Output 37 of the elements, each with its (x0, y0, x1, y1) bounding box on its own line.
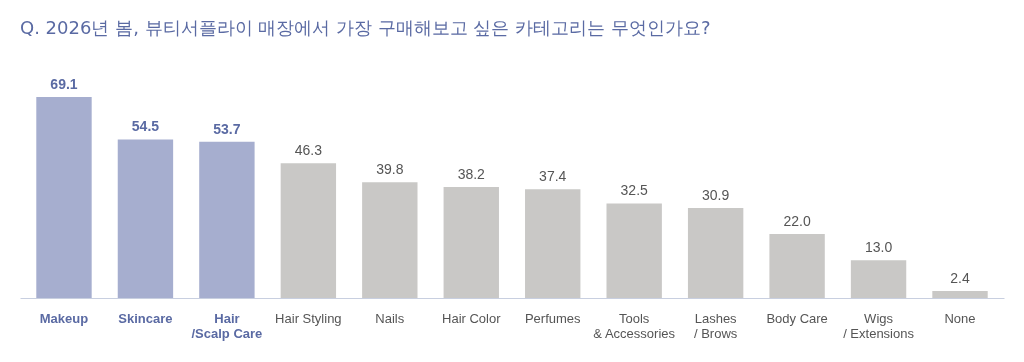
data-label: 38.2 (457, 165, 486, 182)
data-label: 69.1 (50, 76, 78, 92)
data-label: 2.4 (950, 270, 970, 287)
bar (606, 203, 662, 298)
x-tick-label: Hair Styling (275, 310, 342, 326)
bar (117, 139, 174, 298)
data-label: 54.5 (131, 118, 160, 135)
data-label: 53.7 (213, 120, 241, 137)
bar (362, 182, 418, 298)
x-tick-label: Lashes / Brows (693, 310, 738, 341)
x-tick-label: Hair /Scalp Care (191, 310, 263, 341)
x-tick-label: Makeup (39, 310, 89, 326)
bar (932, 291, 988, 298)
x-tick-label: Hair Color (442, 310, 502, 326)
x-tick-label: Nails (375, 310, 405, 326)
x-tick-label: None (944, 310, 976, 326)
bar (850, 260, 907, 298)
x-tick-label: Perfumes (524, 310, 582, 326)
bar (443, 186, 499, 298)
x-tick-label: Wigs / Extensions (843, 310, 915, 341)
bar (687, 208, 744, 298)
bar (769, 234, 825, 298)
data-label: 22.0 (783, 213, 811, 230)
bar (199, 141, 255, 298)
x-tick-label: Skincare (118, 310, 173, 326)
data-label: 30.9 (702, 187, 730, 204)
bar (36, 97, 92, 298)
data-label: 32.5 (620, 182, 649, 199)
data-label: 13.0 (864, 239, 893, 256)
bar (525, 189, 581, 298)
data-label: 39.8 (376, 161, 404, 178)
bar (280, 163, 337, 298)
x-tick-label: Tools & Accessories (593, 310, 676, 341)
chart-title: Q. 2026년 봄, 뷰티서플라이 매장에서 가장 구매해보고 싶은 카테고리는 무엇인가요? (20, 17, 711, 38)
data-label: 37.4 (539, 168, 567, 185)
x-tick-label: Body Care (766, 310, 828, 326)
data-label: 46.3 (294, 142, 323, 159)
